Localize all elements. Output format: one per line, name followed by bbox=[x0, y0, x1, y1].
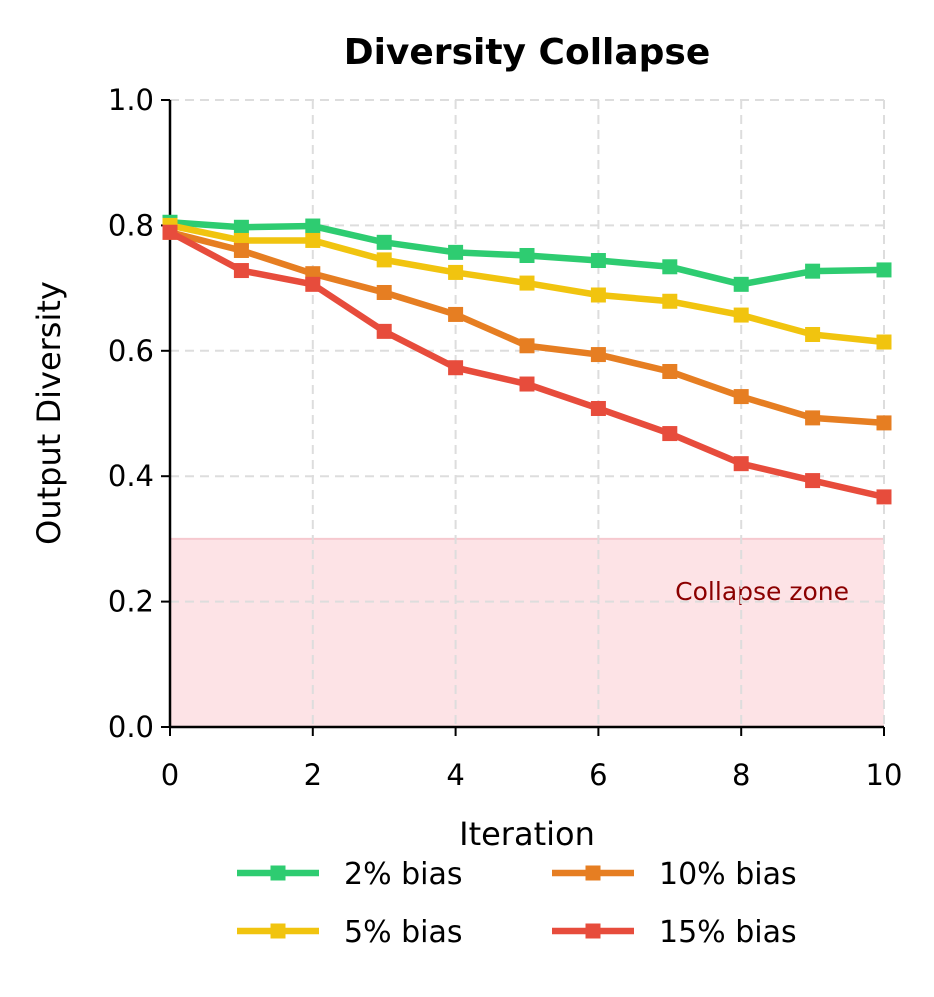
legend[interactable]: 2% bias 5% bias 10% bias 15% bias bbox=[237, 857, 797, 950]
data-point bbox=[233, 242, 249, 258]
legend-swatch-marker bbox=[585, 923, 601, 939]
data-point bbox=[590, 253, 606, 269]
legend-item[interactable]: 2% bias bbox=[237, 857, 463, 892]
chart-title: Diversity Collapse bbox=[344, 32, 711, 73]
y-tick-labels: 0.0 0.2 0.4 0.6 0.8 1.0 bbox=[108, 83, 154, 744]
y-tick-label: 0.4 bbox=[108, 459, 154, 493]
legend-label: 15% bias bbox=[659, 915, 797, 950]
data-point bbox=[662, 426, 678, 442]
x-tick-label: 4 bbox=[446, 758, 464, 792]
data-point bbox=[305, 218, 321, 234]
legend-label: 5% bias bbox=[344, 915, 463, 950]
series-2 bbox=[162, 224, 892, 431]
y-axis-label: Output Diversity bbox=[30, 281, 68, 545]
series-group bbox=[162, 214, 892, 505]
data-point bbox=[733, 456, 749, 472]
data-point bbox=[805, 263, 821, 279]
data-point bbox=[733, 307, 749, 323]
legend-item[interactable]: 15% bias bbox=[552, 915, 797, 950]
data-point bbox=[448, 360, 464, 376]
data-point bbox=[519, 376, 535, 392]
data-point bbox=[590, 347, 606, 363]
data-point bbox=[662, 259, 678, 275]
data-point bbox=[876, 415, 892, 431]
data-point bbox=[519, 338, 535, 354]
data-point bbox=[305, 232, 321, 248]
data-point bbox=[448, 244, 464, 260]
data-point bbox=[448, 306, 464, 322]
data-point bbox=[876, 334, 892, 350]
x-tick-label: 2 bbox=[304, 758, 322, 792]
x-tick-label: 10 bbox=[866, 758, 903, 792]
data-point bbox=[662, 363, 678, 379]
x-tick-label: 8 bbox=[732, 758, 750, 792]
data-point bbox=[590, 400, 606, 416]
legend-label: 10% bias bbox=[659, 857, 797, 892]
legend-item[interactable]: 10% bias bbox=[552, 857, 797, 892]
x-tick-label: 0 bbox=[161, 758, 179, 792]
legend-label: 2% bias bbox=[344, 857, 463, 892]
legend-swatch-marker bbox=[585, 865, 601, 881]
series-1 bbox=[162, 217, 892, 350]
data-point bbox=[876, 489, 892, 505]
data-point bbox=[662, 293, 678, 309]
series-0 bbox=[162, 214, 892, 292]
y-tick-label: 1.0 bbox=[108, 83, 154, 117]
x-axis-label: Iteration bbox=[459, 815, 595, 853]
y-tick-label: 0.0 bbox=[108, 710, 154, 744]
data-point bbox=[305, 276, 321, 292]
y-tick-label: 0.6 bbox=[108, 334, 154, 368]
legend-item[interactable]: 5% bias bbox=[237, 915, 463, 950]
data-point bbox=[233, 263, 249, 279]
data-point bbox=[448, 264, 464, 280]
data-point bbox=[376, 323, 392, 339]
y-tick-label: 0.8 bbox=[108, 208, 154, 242]
data-point bbox=[805, 326, 821, 342]
legend-swatch-marker bbox=[270, 865, 286, 881]
x-tick-labels: 0 2 4 6 8 10 bbox=[161, 758, 903, 792]
data-point bbox=[376, 252, 392, 268]
data-point bbox=[233, 219, 249, 235]
data-point bbox=[876, 262, 892, 278]
axes bbox=[161, 99, 885, 736]
data-point bbox=[733, 389, 749, 405]
data-point bbox=[590, 287, 606, 303]
data-point bbox=[376, 234, 392, 250]
collapse-zone: Collapse zone bbox=[170, 537, 884, 727]
series-3 bbox=[162, 224, 892, 505]
data-point bbox=[733, 276, 749, 292]
data-point bbox=[162, 224, 178, 240]
collapse-zone-region bbox=[170, 538, 884, 727]
series-line bbox=[166, 229, 888, 501]
y-tick-label: 0.2 bbox=[108, 585, 154, 619]
data-point bbox=[376, 284, 392, 300]
data-point bbox=[519, 275, 535, 291]
data-point bbox=[805, 473, 821, 489]
legend-swatch-marker bbox=[270, 923, 286, 939]
data-point bbox=[519, 247, 535, 263]
x-tick-label: 6 bbox=[589, 758, 607, 792]
data-point bbox=[805, 410, 821, 426]
